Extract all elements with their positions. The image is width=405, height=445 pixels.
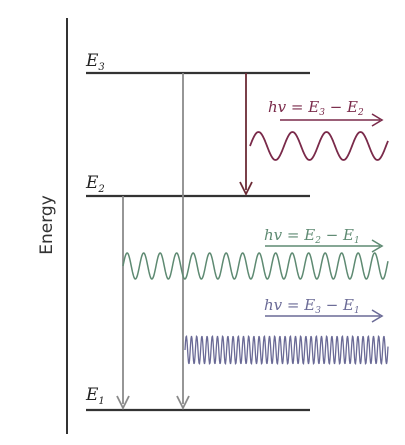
photon-wave-e3-e1 (184, 334, 389, 366)
level-e1-label: E1 (85, 385, 105, 407)
photon-label-e3-e1: hv = E3 − E1 (264, 296, 360, 316)
photon-label-e2-e1: hv = E2 − E1 (264, 226, 360, 246)
photon-label-e3-e2: hv = E3 − E2 (268, 98, 364, 118)
photon-arrow-e3-e1 (265, 309, 384, 323)
photon-wave-e2-e1 (122, 252, 389, 280)
photon-arrow-e3-e2 (280, 113, 384, 127)
transition-e3-e2-arrow (239, 73, 253, 197)
transition-e2-e1-arrow (116, 196, 130, 411)
photon-wave-e3-e2 (249, 131, 389, 161)
level-e2-label: E2 (85, 173, 105, 195)
level-e3-label: E3 (85, 51, 105, 73)
axis-label: Energy (37, 195, 57, 255)
transition-e3-e1-arrow (176, 73, 190, 411)
photon-arrow-e2-e1 (265, 239, 384, 253)
